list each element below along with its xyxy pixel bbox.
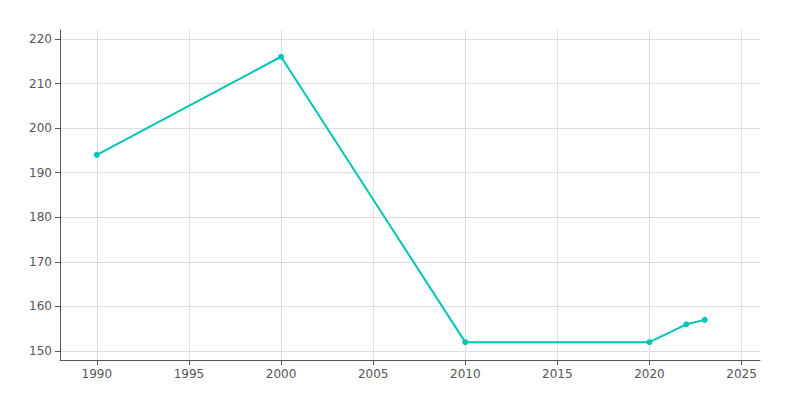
svg-text:180: 180 (29, 210, 52, 224)
svg-text:2000: 2000 (266, 367, 297, 381)
svg-text:200: 200 (29, 121, 52, 135)
svg-text:170: 170 (29, 255, 52, 269)
svg-text:1990: 1990 (82, 367, 113, 381)
svg-text:2005: 2005 (358, 367, 389, 381)
svg-text:2010: 2010 (450, 367, 481, 381)
svg-text:1995: 1995 (174, 367, 205, 381)
svg-text:160: 160 (29, 299, 52, 313)
svg-text:210: 210 (29, 77, 52, 91)
svg-text:2015: 2015 (542, 367, 573, 381)
svg-text:150: 150 (29, 344, 52, 358)
svg-text:2020: 2020 (634, 367, 665, 381)
svg-text:190: 190 (29, 166, 52, 180)
svg-text:220: 220 (29, 32, 52, 46)
svg-text:2025: 2025 (726, 367, 757, 381)
